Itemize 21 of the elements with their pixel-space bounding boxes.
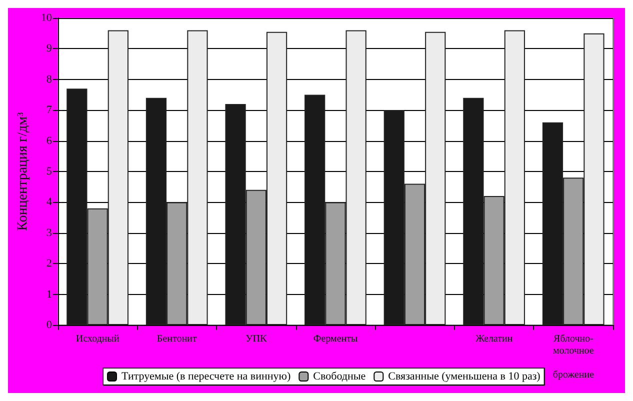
y-tick-label: 0 bbox=[46, 319, 52, 331]
legend-label: Свободные bbox=[313, 370, 366, 382]
y-tick-label: 10 bbox=[40, 12, 52, 24]
legend-label: Титруемые (в пересчете на винную) bbox=[122, 370, 291, 382]
y-tick-label: 9 bbox=[46, 42, 52, 55]
y-tick-label: 4 bbox=[46, 196, 52, 208]
y-tick-label: 7 bbox=[46, 104, 52, 116]
x-tick-label: Ферменты bbox=[313, 334, 358, 344]
x-tick-label: Исходный bbox=[76, 334, 120, 344]
y-tick-label: 5 bbox=[46, 166, 52, 178]
y-tick-label: 1 bbox=[46, 288, 52, 300]
y-tick-label: 6 bbox=[46, 134, 52, 147]
y-axis-title: Концентрация г/дм³ bbox=[16, 112, 30, 231]
x-tick-label: Бентонит bbox=[156, 334, 198, 344]
y-tick-label: 2 bbox=[46, 258, 52, 270]
x-tick-label: УПК bbox=[246, 334, 267, 344]
y-tick-label: 3 bbox=[46, 226, 52, 239]
legend-label: Связанные (уменьшена в 10 раз) bbox=[388, 370, 541, 382]
category-label: Яблочно-молочное брожение bbox=[552, 334, 594, 380]
y-tick-label: 8 bbox=[46, 73, 52, 86]
x-tick-label: Желатин bbox=[475, 334, 514, 344]
